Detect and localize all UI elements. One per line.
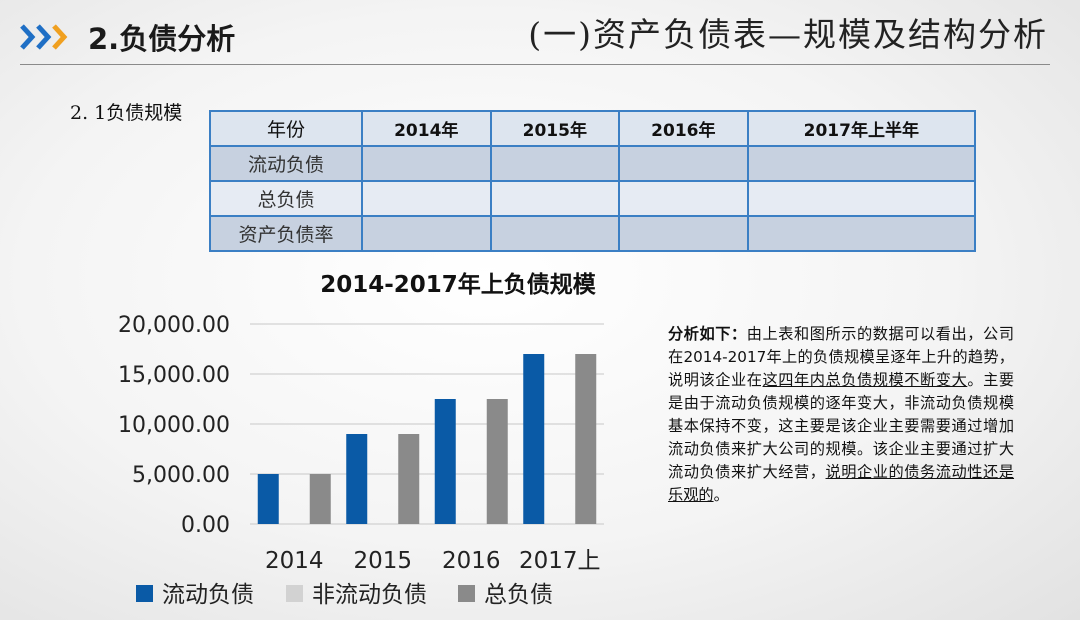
table-cell — [618, 180, 749, 217]
analysis-text: 分析如下：由上表和图所示的数据可以看出，公司在2014-2017年上的负债规模呈… — [668, 323, 1014, 507]
debt-scale-table: 年份 2014年 2015年 2016年 2017年上半年 流动负债 总负债 资… — [209, 110, 977, 252]
analysis-body: 。主要是由于流动负债规模的逐年变大，非流动负债规模基本保持不变，这主要是该企业主… — [668, 371, 1015, 481]
legend-label: 流动负债 — [162, 582, 254, 608]
y-tick-label: 10,000.00 — [118, 413, 230, 438]
slide-heading: (一)资产负债表—规模及结构分析 — [528, 15, 1048, 54]
table-cell — [746, 215, 977, 252]
row-label: 资产负债率 — [209, 215, 363, 252]
table-cell — [489, 145, 621, 182]
table-header-cell: 2016年 — [618, 110, 749, 147]
bar-current-liabilities — [523, 354, 545, 524]
analysis-highlight: 这四年内总负债规模不断变大 — [762, 371, 968, 389]
y-tick-label: 20,000.00 — [118, 313, 230, 338]
chart-title: 2014-2017年上负债规模 — [320, 272, 596, 298]
table-header-cell: 2017年上半年 — [746, 110, 977, 147]
bar-current-liabilities — [346, 434, 368, 524]
bar-current-liabilities — [257, 474, 279, 524]
table-cell — [361, 215, 492, 252]
legend-swatch — [458, 585, 475, 602]
row-label: 总负债 — [209, 180, 363, 217]
legend-swatch — [136, 585, 153, 602]
table-header-cell: 2014年 — [361, 110, 492, 147]
legend-label: 总负债 — [484, 582, 553, 608]
x-tick-label: 2014 — [265, 548, 324, 574]
section-title: 2.负债分析 — [88, 22, 236, 56]
x-tick-label: 2016 — [442, 548, 501, 574]
table-row: 总负债 — [209, 180, 977, 217]
table-cell — [361, 145, 492, 182]
y-tick-label: 15,000.00 — [118, 363, 230, 388]
table-cell — [618, 145, 749, 182]
table-cell — [489, 215, 621, 252]
table-header-row: 年份 2014年 2015年 2016年 2017年上半年 — [209, 110, 977, 147]
table-cell — [746, 180, 977, 217]
row-label: 流动负债 — [209, 145, 363, 182]
x-tick-label: 2015 — [353, 548, 412, 574]
header-divider — [20, 64, 1050, 65]
table-row: 资产负债率 — [209, 215, 977, 252]
bar-total-liabilities — [575, 354, 597, 524]
x-tick-label: 2017上 — [519, 548, 601, 574]
analysis-highlight: 说明企业的债务流动性还是乐观的 — [668, 463, 1015, 504]
table-cell — [746, 145, 977, 182]
analysis-body: 。 — [713, 486, 729, 504]
chevrons-icon — [20, 24, 68, 50]
legend-label: 非流动负债 — [312, 582, 427, 608]
bar-current-liabilities — [434, 399, 456, 524]
analysis-body: 由上表和图所示的数据可以看出，公司在2014-2017年上的负债规模呈逐年上升的… — [668, 325, 1015, 389]
table-header-cell: 年份 — [209, 110, 363, 147]
legend-swatch — [286, 585, 303, 602]
table-cell — [618, 215, 749, 252]
table-header-cell: 2015年 — [489, 110, 621, 147]
debt-scale-bar-chart: 0.00 5,000.00 10,000.00 15,000.00 20,000.00 2… — [118, 313, 604, 608]
bar-total-liabilities — [309, 474, 331, 524]
y-tick-label: 5,000.00 — [132, 463, 230, 488]
analysis-lead: 分析如下： — [668, 325, 747, 343]
table-row: 流动负债 — [209, 145, 977, 182]
bar-total-liabilities — [486, 399, 508, 524]
y-tick-label: 0.00 — [181, 513, 230, 538]
table-cell — [489, 180, 621, 217]
subsection-title: 2. 1负债规模 — [70, 102, 183, 124]
bar-total-liabilities — [398, 434, 420, 524]
table-cell — [361, 180, 492, 217]
